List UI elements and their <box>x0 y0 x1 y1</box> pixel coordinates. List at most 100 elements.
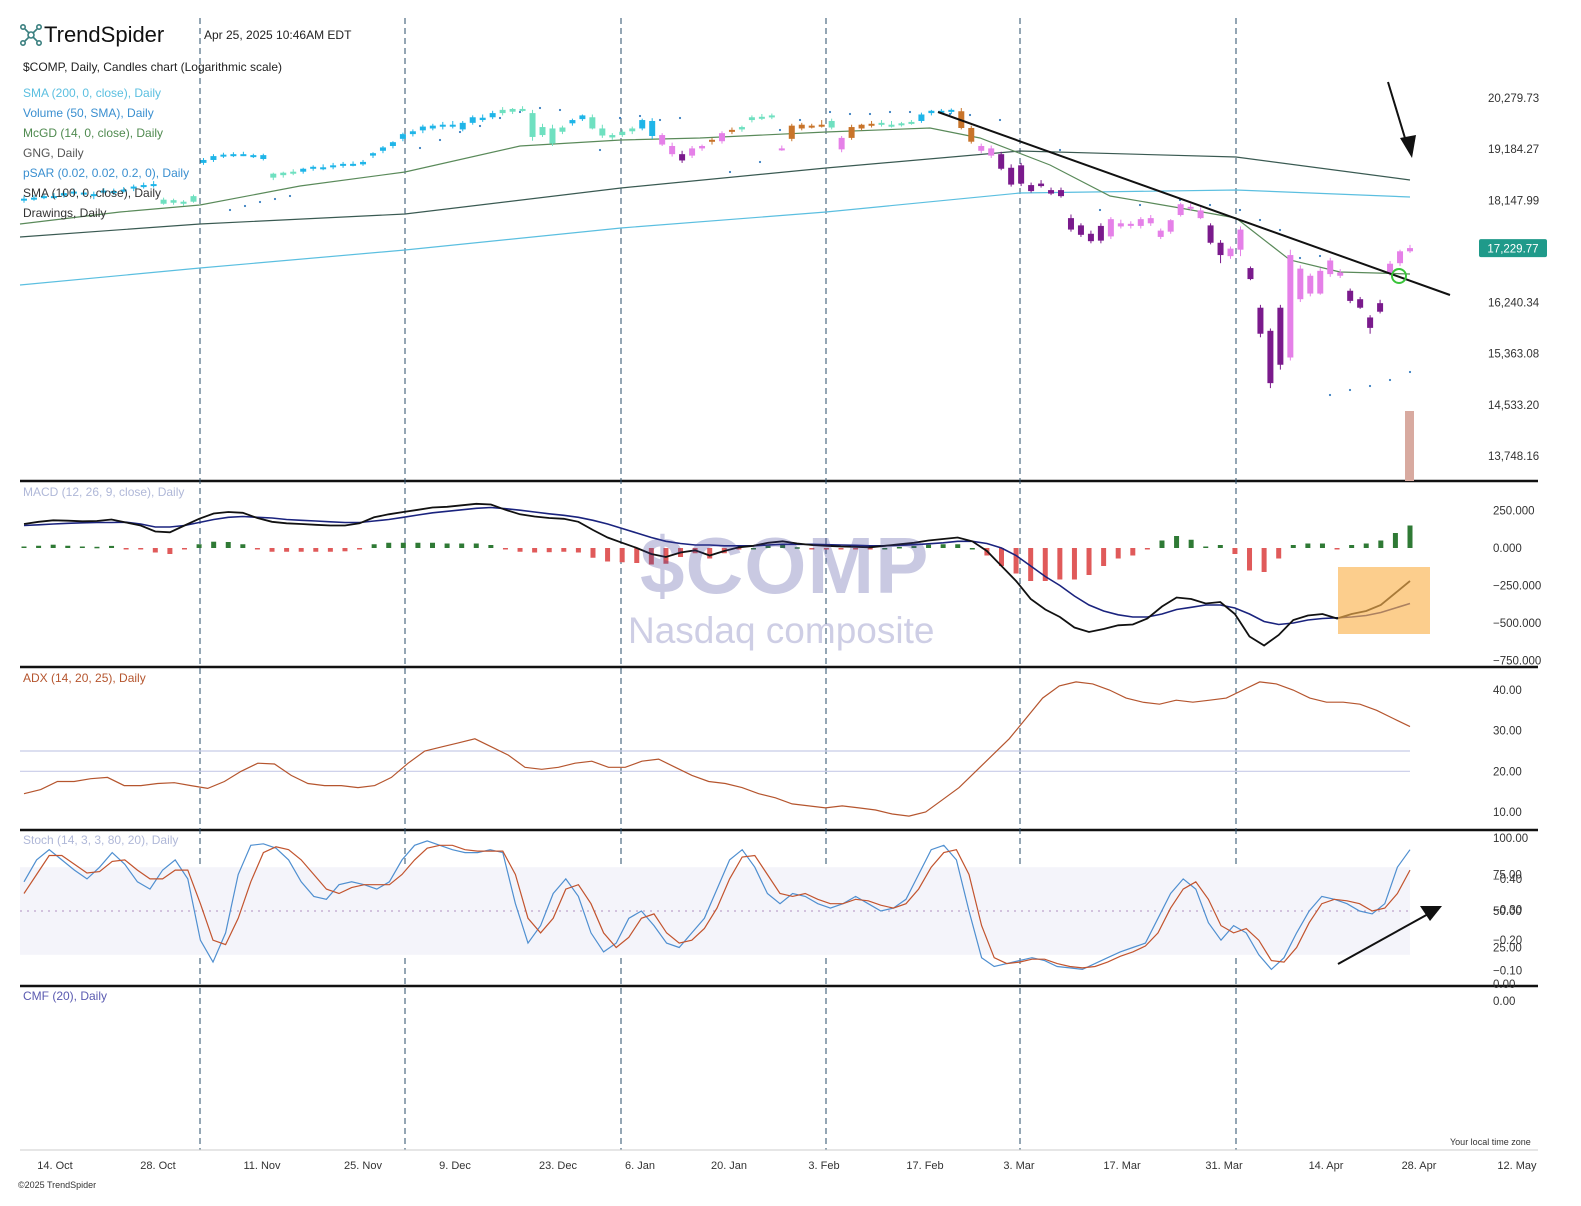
x-tick-label: 31. Mar <box>1205 1160 1243 1172</box>
macd-histogram-bar <box>50 544 56 548</box>
candle-body <box>1107 219 1114 237</box>
macd-histogram-bar <box>794 547 800 549</box>
psar-dot <box>1098 208 1102 212</box>
watermark-name: Nasdaq composite <box>628 610 935 651</box>
macd-histogram-bar <box>1071 548 1077 580</box>
cmf-axis-label: −0.10 <box>1493 966 1522 978</box>
macd-histogram-bar <box>1232 548 1238 554</box>
candle-body <box>968 127 975 142</box>
macd-histogram-bar <box>955 544 961 548</box>
indicator-legend[interactable]: McGD (14, 0, close), Daily <box>23 126 164 140</box>
macd-histogram-bar <box>138 548 144 550</box>
candle-body <box>978 145 985 151</box>
macd-histogram-bar <box>1013 548 1019 574</box>
indicator-legend[interactable]: SMA (100, 0, close), Daily <box>23 186 162 200</box>
macd-histogram-bar <box>181 548 187 550</box>
psar-dot <box>778 128 782 132</box>
candle-body <box>320 167 327 170</box>
price-axis-label: 20,279.73 <box>1488 93 1539 105</box>
macd-histogram-bar <box>123 548 129 550</box>
chart-datetime: Apr 25, 2025 10:46AM EDT <box>204 28 352 42</box>
candle-body <box>1357 299 1364 308</box>
psar-dot <box>418 146 422 150</box>
candle-body <box>439 124 446 127</box>
psar-dot <box>908 110 912 114</box>
macd-histogram-bar <box>532 548 538 553</box>
candle-body <box>389 142 396 146</box>
candle-body <box>399 134 406 139</box>
sma-100-line <box>19 150 1411 238</box>
macd-histogram-bar <box>1407 525 1413 548</box>
macd-histogram-bar <box>1130 548 1136 556</box>
x-tick-label: 14. Apr <box>1309 1160 1344 1172</box>
macd-histogram-bar <box>648 548 654 565</box>
macd-histogram-bar <box>415 542 421 548</box>
macd-histogram-bar <box>1247 548 1253 571</box>
macd-histogram-bar <box>998 548 1004 566</box>
macd-histogram-bar <box>386 542 392 548</box>
macd-histogram-bar <box>196 544 202 548</box>
macd-histogram-bar <box>1349 545 1355 548</box>
macd-histogram-bar <box>109 545 115 548</box>
macd-histogram-bar <box>1028 548 1034 581</box>
psar-dot <box>478 124 482 128</box>
macd-histogram-bar <box>969 548 975 550</box>
candle-body <box>1227 248 1234 257</box>
indicator-legend[interactable]: pSAR (0.02, 0.02, 0.2, 0), Daily <box>23 166 190 180</box>
candle-body <box>1187 206 1194 209</box>
candle-body <box>519 108 526 111</box>
macd-histogram-bar <box>896 546 902 549</box>
indicator-legend[interactable]: SMA (200, 0, close), Daily <box>23 86 162 100</box>
mcgd-line <box>19 127 1411 275</box>
x-tick-label: 11. Nov <box>243 1160 281 1172</box>
candle-body <box>210 156 217 160</box>
candle-body <box>1127 223 1134 226</box>
macd-histogram-bar <box>823 548 829 550</box>
macd-histogram-bar <box>590 548 596 558</box>
psar-dot <box>638 114 642 118</box>
macd-histogram-bar <box>1203 546 1209 548</box>
macd-histogram-bar <box>1115 548 1121 559</box>
macd-histogram-bar <box>211 541 217 548</box>
candle-body <box>1347 290 1354 301</box>
x-tick-label: 12. May <box>1497 1160 1537 1172</box>
candle-body <box>30 197 37 200</box>
candle-body <box>689 148 696 156</box>
macd-histogram-bar <box>502 548 508 550</box>
macd-line <box>23 502 1411 647</box>
psar-dot <box>258 200 262 204</box>
up-arrow-head <box>1420 906 1442 921</box>
macd-histogram-bar <box>21 546 27 548</box>
macd-histogram-bar <box>327 548 333 552</box>
psar-dot <box>1208 203 1212 207</box>
candle-body <box>1097 225 1104 241</box>
macd-histogram-bar <box>342 548 348 552</box>
candle-body <box>1297 268 1304 300</box>
macd-histogram-bar <box>867 548 873 550</box>
macd-histogram-bar <box>911 546 917 548</box>
last-price-marker <box>1479 239 1547 258</box>
psar-dot <box>1328 393 1332 397</box>
candle-body <box>1008 167 1015 185</box>
candle-body <box>290 171 297 174</box>
psar-dot <box>828 110 832 114</box>
candle-body <box>190 196 197 202</box>
cmf-label: CMF (20), Daily <box>23 989 107 1003</box>
candle-body <box>1197 210 1204 219</box>
macd-histogram-bar <box>1217 545 1223 548</box>
indicator-legend[interactable]: Drawings, Daily <box>23 206 107 220</box>
x-tick-label: 25. Nov <box>344 1160 382 1172</box>
candle-body <box>1257 307 1264 334</box>
x-tick-label: 17. Mar <box>1103 1160 1141 1172</box>
candle-body <box>1277 307 1284 365</box>
candle-body <box>1287 255 1294 358</box>
indicator-legend[interactable]: Volume (50, SMA), Daily <box>23 106 154 120</box>
candle-body <box>848 127 855 138</box>
last-price-label: 17,229.77 <box>1487 244 1538 256</box>
macd-histogram-bar <box>1042 548 1048 581</box>
indicator-legend[interactable]: GNG, Daily <box>23 146 84 160</box>
candle-body <box>768 115 775 118</box>
x-tick-label: 6. Jan <box>625 1160 655 1172</box>
candle-body <box>878 122 885 125</box>
candle-body <box>828 120 835 128</box>
